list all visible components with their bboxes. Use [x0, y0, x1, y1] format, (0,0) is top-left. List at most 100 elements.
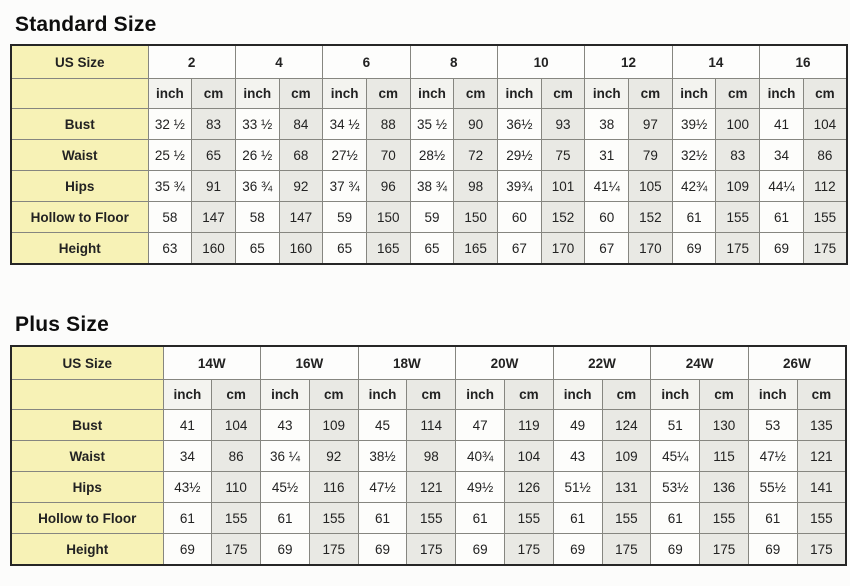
size-header-cell: 14W	[162, 345, 262, 380]
unit-header-inch-cell: inch	[671, 78, 717, 109]
unit-header-inch-cell: inch	[759, 78, 804, 109]
value-cell-inch: 69	[162, 533, 213, 566]
measurement-row: Hips 35 ¾ 91 36 ¾ 92 37 ¾ 96 38 ¾ 98 39¾ 101 41¼ 105…	[10, 170, 848, 202]
value-cell-inch: 53½	[650, 471, 701, 503]
value-cell-inch: 61	[162, 502, 213, 534]
value-cell-cm: 175	[601, 533, 652, 566]
value-cell-cm: 101	[540, 170, 586, 202]
value-cell-inch: 61	[747, 502, 798, 534]
value-cell-cm: 131	[601, 471, 652, 503]
measurement-row: Hips 43½ 110 45½ 116 47½ 121 49½ 126 51½ 131 53½ 136…	[10, 471, 847, 503]
unit-header-inch-cell: inch	[747, 379, 798, 410]
measurement-row: Bust 41 104 43 109 45 114 47 119 49 124 51 130 53 135	[10, 409, 847, 441]
value-cell-cm: 141	[796, 471, 847, 503]
value-cell-cm: 109	[308, 409, 359, 441]
value-cell-inch: 69	[650, 533, 701, 566]
value-cell-cm: 170	[540, 232, 586, 265]
value-cell-inch: 51½	[552, 471, 603, 503]
value-cell-inch: 69	[671, 232, 717, 265]
value-cell-cm: 114	[406, 409, 457, 441]
value-cell-inch: 63	[147, 232, 193, 265]
value-cell-cm: 121	[406, 471, 457, 503]
value-cell-inch: 60	[497, 201, 542, 233]
unit-header-cm-cell: cm	[503, 379, 554, 410]
value-cell-cm: 79	[628, 139, 673, 171]
value-cell-inch: 61	[357, 502, 408, 534]
value-cell-cm: 147	[278, 201, 324, 233]
size-header-cell: 6	[322, 44, 411, 79]
value-cell-inch: 37 ¾	[322, 170, 367, 202]
measurement-row: Bust 32 ½ 83 33 ½ 84 34 ½ 88 35 ½ 90 36½ 93 38 97 39½…	[10, 108, 848, 140]
unit-header-cm-cell: cm	[211, 379, 262, 410]
value-cell-cm: 65	[191, 139, 236, 171]
value-cell-cm: 155	[211, 502, 262, 534]
value-cell-cm: 100	[715, 108, 761, 140]
value-cell-cm: 121	[796, 440, 847, 472]
value-cell-cm: 165	[453, 232, 498, 265]
unit-header-inch-cell: inch	[357, 379, 408, 410]
value-cell-cm: 130	[699, 409, 749, 441]
unit-header-inch-cell: inch	[322, 78, 367, 109]
value-cell-inch: 43	[552, 440, 603, 472]
value-cell-inch: 69	[357, 533, 408, 566]
value-cell-inch: 69	[747, 533, 798, 566]
measurement-row-label: Hollow to Floor	[10, 201, 149, 233]
value-cell-cm: 135	[796, 409, 847, 441]
value-cell-inch: 35 ½	[409, 108, 455, 140]
value-cell-inch: 69	[552, 533, 603, 566]
value-cell-cm: 97	[628, 108, 673, 140]
value-cell-cm: 91	[191, 170, 236, 202]
value-cell-inch: 36 ¾	[234, 170, 280, 202]
value-cell-cm: 109	[601, 440, 652, 472]
value-cell-cm: 109	[715, 170, 761, 202]
value-cell-cm: 155	[796, 502, 847, 534]
value-cell-inch: 55½	[747, 471, 798, 503]
size-header-cell: 16W	[260, 345, 359, 380]
value-cell-inch: 41	[759, 108, 804, 140]
value-cell-cm: 88	[365, 108, 411, 140]
value-cell-cm: 110	[211, 471, 262, 503]
value-cell-cm: 155	[802, 201, 848, 233]
value-cell-inch: 61	[552, 502, 603, 534]
standard-size-table: US Size 2 4 6 8 10 12 14 16 inch cm inch cm inch cm inc…	[10, 44, 848, 265]
measurement-row-label: Hollow to Floor	[10, 502, 164, 534]
value-cell-cm: 155	[699, 502, 749, 534]
value-cell-cm: 115	[699, 440, 749, 472]
measurement-row: Waist 34 86 36 ¼ 92 38½ 98 40¾ 104 43 109 45¼ 115 47½…	[10, 440, 847, 472]
plus-size-table-container: US Size 14W 16W 18W 20W 22W 24W 26W inch cm inch cm…	[10, 345, 847, 566]
value-cell-inch: 61	[759, 201, 804, 233]
standard-size-title: Standard Size	[15, 13, 157, 36]
value-cell-cm: 92	[278, 170, 324, 202]
value-cell-cm: 160	[191, 232, 236, 265]
value-cell-inch: 43	[260, 409, 310, 441]
value-cell-inch: 69	[260, 533, 310, 566]
value-cell-inch: 42¾	[671, 170, 717, 202]
value-cell-inch: 59	[322, 201, 367, 233]
unit-header-cm-cell: cm	[278, 78, 324, 109]
size-header-cell: 10	[496, 44, 586, 79]
unit-header-inch-cell: inch	[455, 379, 505, 410]
value-cell-inch: 69	[455, 533, 505, 566]
value-cell-inch: 38 ¾	[409, 170, 455, 202]
value-cell-inch: 38	[584, 108, 630, 140]
value-cell-cm: 136	[699, 471, 749, 503]
value-cell-cm: 92	[308, 440, 359, 472]
size-header-cell: 16	[759, 44, 848, 79]
value-cell-inch: 29½	[497, 139, 542, 171]
value-cell-inch: 51	[650, 409, 701, 441]
value-cell-inch: 28½	[409, 139, 455, 171]
unit-header-inch-cell: inch	[147, 78, 193, 109]
plus-size-title: Plus Size	[15, 313, 110, 336]
value-cell-cm: 170	[628, 232, 673, 265]
value-cell-cm: 112	[802, 170, 848, 202]
value-cell-inch: 59	[409, 201, 455, 233]
unit-header-inch-cell: inch	[584, 78, 630, 109]
value-cell-cm: 72	[453, 139, 498, 171]
measurement-row-label: Height	[10, 232, 149, 265]
value-cell-cm: 105	[628, 170, 673, 202]
measurement-row-label: Hips	[10, 170, 149, 202]
value-cell-inch: 47	[455, 409, 505, 441]
value-cell-inch: 49	[552, 409, 603, 441]
value-cell-inch: 32½	[671, 139, 717, 171]
